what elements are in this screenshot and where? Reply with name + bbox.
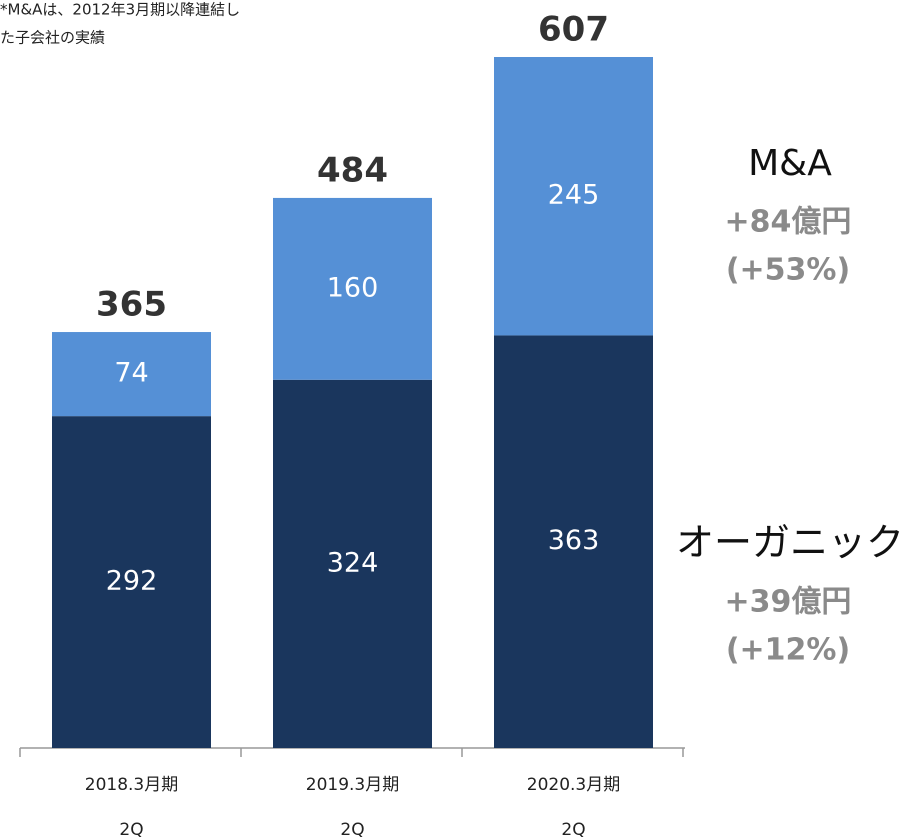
value-label: 363 — [548, 525, 600, 556]
value-label: 292 — [106, 566, 158, 597]
x-tick-label: 2Q — [340, 820, 364, 837]
value-label: 160 — [327, 272, 379, 303]
x-tick-label: 2Q — [119, 820, 143, 837]
bar-segment — [52, 416, 211, 748]
series-label: オーガニック — [676, 521, 904, 565]
x-tick-label: 2019.3月期 — [306, 775, 399, 795]
x-tick-label: 2020.3月期 — [527, 775, 620, 795]
bar-segment — [494, 57, 653, 336]
bar-segment — [494, 335, 653, 748]
note: *M&Aは、2012年3月期以降連結し — [0, 1, 240, 19]
series-label: M&A — [748, 143, 832, 184]
value-label: 245 — [548, 180, 600, 211]
annotation: (+12%) — [726, 633, 850, 668]
annotation: +84億円 — [725, 205, 852, 240]
value-label: 74 — [114, 358, 148, 389]
bar-segment — [52, 332, 211, 417]
annotation: +39億円 — [725, 585, 852, 620]
annotation: (+53%) — [726, 253, 850, 288]
total-label: 484 — [317, 150, 388, 190]
note: た子会社の実績 — [0, 29, 105, 47]
total-label: 607 — [538, 10, 609, 50]
value-label: 324 — [327, 547, 379, 578]
total-label: 365 — [96, 285, 167, 325]
bar-segment — [273, 379, 432, 748]
bar-segment — [273, 197, 432, 380]
x-tick-label: 2Q — [561, 820, 585, 837]
x-tick-label: 2018.3月期 — [85, 775, 178, 795]
